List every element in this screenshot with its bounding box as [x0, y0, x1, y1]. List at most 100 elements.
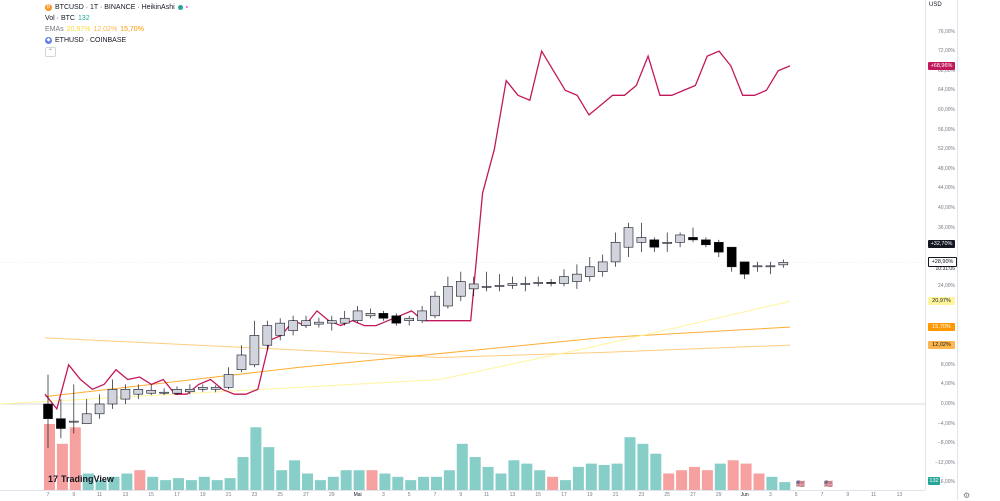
- time-axis-tick: 11: [96, 492, 103, 498]
- volume-bar: [547, 476, 559, 490]
- candle-body: [546, 282, 556, 284]
- candle-body: [262, 325, 273, 346]
- ethereum-icon: ◆: [45, 37, 52, 44]
- time-axis-tick: 11: [870, 492, 877, 498]
- price-axis-tick: 60,00%: [938, 107, 955, 113]
- legend-compare-row[interactable]: ◆ ETHUSD · COINBASE: [45, 35, 188, 46]
- share-icon[interactable]: ⬩: [185, 4, 189, 11]
- candle-body: [494, 285, 505, 287]
- candle-body: [610, 242, 621, 263]
- price-axis-label: +68,96%: [928, 62, 955, 71]
- legend-volume-row[interactable]: Vol · BTC 132: [45, 13, 188, 24]
- volume-bar: [611, 463, 623, 490]
- legend-compare-symbol[interactable]: ETHUSD · COINBASE: [55, 37, 127, 44]
- time-axis-tick: 23: [251, 492, 258, 498]
- time-axis-tick: 5: [407, 492, 411, 498]
- event-flag-icon[interactable]: 🇺🇸: [796, 481, 805, 488]
- event-flag-icon[interactable]: 🇺🇸: [824, 481, 833, 488]
- price-axis-label: 20,97%: [928, 297, 955, 306]
- candle-body: [133, 388, 144, 395]
- price-axis-tick: 8,00%: [940, 361, 955, 368]
- time-axis-tick: 29: [329, 492, 335, 498]
- price-axis-label: 15,70%: [928, 323, 955, 332]
- candle-body: [726, 246, 737, 268]
- price-axis-tick: 44,00%: [938, 185, 955, 192]
- time-axis-tick: 9: [459, 492, 463, 498]
- price-axis-tick: 68,00%: [938, 67, 955, 74]
- volume-bar: [405, 480, 417, 490]
- tradingview-mark-icon: 17: [48, 474, 59, 484]
- candle-body: [778, 262, 789, 266]
- time-axis-tick: 19: [587, 492, 593, 498]
- volume-bar: [418, 476, 430, 490]
- candle-body: [597, 261, 608, 272]
- price-chart-svg[interactable]: [0, 0, 925, 490]
- candle-body: [391, 315, 402, 324]
- time-axis-tick: 17: [174, 492, 180, 498]
- legend-emas-label: EMAs: [45, 26, 64, 33]
- ema-fast-line: [0, 300, 791, 405]
- price-axis-tick: 76,00%: [938, 28, 955, 35]
- time-axis-tick: 3: [769, 492, 772, 498]
- tradingview-logo[interactable]: 17 TradingView: [48, 474, 114, 484]
- time-axis-tick: 7: [46, 492, 50, 498]
- time-axis-tick: 21: [225, 492, 232, 498]
- price-axis-tick: 72,00%: [938, 48, 955, 55]
- candle-body: [533, 282, 544, 284]
- volume-bar: [44, 424, 55, 490]
- legend-ema-fast-value: 20,97%: [66, 26, 91, 33]
- chevron-up-icon[interactable]: ⌃: [45, 47, 56, 57]
- time-axis-tick: 19: [200, 492, 206, 498]
- price-axis-tick: −4,00%: [937, 420, 955, 427]
- candle-body: [765, 265, 776, 268]
- candle-body: [288, 320, 298, 331]
- price-axis-tick: 36,00%: [938, 224, 955, 231]
- volume-bar: [173, 478, 184, 490]
- legend-main-row[interactable]: ₿ BTCUSD · 1T · BINANCE · HeikinAshi ⬩: [45, 2, 188, 13]
- volume-bar: [495, 473, 507, 490]
- volume-bar: [198, 476, 210, 490]
- volume-bar: [443, 470, 455, 490]
- candle-body: [69, 420, 79, 423]
- chart-pane[interactable]: [0, 0, 925, 490]
- volume-bar: [431, 476, 442, 490]
- candle-body: [172, 388, 182, 394]
- price-axis-tick: −8,00%: [937, 440, 955, 447]
- legend-main-symbol[interactable]: BTCUSD · 1T · BINANCE · HeikinAshi: [55, 4, 175, 11]
- time-axis-tick: 9: [72, 492, 76, 498]
- time-axis-tick: 15: [148, 492, 154, 498]
- ema-mid-line: [44, 326, 791, 398]
- volume-bar: [250, 427, 262, 490]
- volume-bar: [779, 482, 791, 490]
- bar-countdown: 10:31:06: [935, 266, 955, 273]
- price-axis[interactable]: 76,00% 72,00% 68,00% 64,00% 60,00% 56,00% 52,0…: [925, 0, 958, 490]
- volume-bar: [560, 480, 571, 490]
- volume-bar: [456, 443, 468, 490]
- volume-bar: [598, 464, 610, 490]
- time-axis-tick: 7: [433, 492, 437, 498]
- time-axis-tick: 23: [638, 492, 645, 498]
- volume-bar: [714, 463, 726, 490]
- right-toolbar: [957, 0, 1000, 500]
- candle-body: [365, 313, 376, 317]
- volume-bar: [108, 476, 120, 490]
- candle-body: [584, 266, 595, 277]
- time-axis[interactable]: 7 9 11 13 15 17 19 21 23 25 27 29 Mai 3 5 7 9 11 13 15 17 19 2…: [0, 490, 925, 501]
- legend-emas-row[interactable]: EMAs 20,97% 12,02% 15,70%: [45, 24, 188, 35]
- time-axis-tick: 25: [664, 492, 670, 498]
- volume-bar: [263, 447, 275, 490]
- volume-bar: [663, 473, 675, 490]
- volume-bar: [134, 470, 146, 490]
- candle-body: [688, 237, 698, 241]
- volume-bar: [289, 460, 301, 490]
- price-axis-tick: 56,00%: [938, 126, 955, 133]
- price-axis-tick: 24,00%: [938, 283, 955, 290]
- bitcoin-icon: ₿: [45, 4, 52, 11]
- gear-icon[interactable]: ⚙: [963, 491, 971, 500]
- currency-selector[interactable]: USD: [929, 2, 942, 8]
- time-axis-tick: 25: [277, 492, 283, 498]
- volume-bar: [572, 466, 584, 490]
- candle-body: [481, 286, 492, 288]
- volume-bar: [482, 466, 494, 490]
- candle-body: [662, 242, 673, 244]
